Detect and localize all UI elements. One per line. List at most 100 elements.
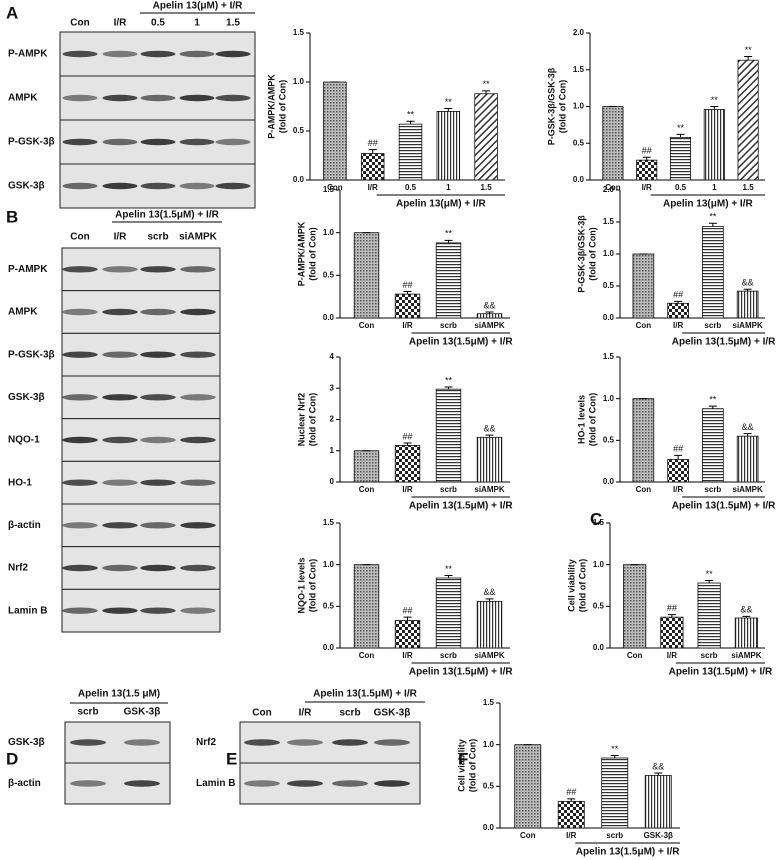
blot-band xyxy=(332,780,368,787)
group-label: Apelin 13(1.5μM) + I/R xyxy=(669,667,773,678)
lane-label: Con xyxy=(252,708,271,719)
bar xyxy=(623,564,647,649)
x-tick-label: Con xyxy=(636,321,652,330)
significance-label: ## xyxy=(642,146,652,156)
blot-band xyxy=(215,94,251,102)
y-tick-label: 1.0 xyxy=(323,560,335,569)
x-tick-label: I/R xyxy=(566,831,576,840)
blot-band xyxy=(180,351,216,358)
x-tick-label: GSK-3β xyxy=(644,831,673,840)
panel-label: B xyxy=(6,207,18,226)
y-tick-label: 1.0 xyxy=(573,102,585,111)
blot-band xyxy=(70,739,106,746)
blot-band xyxy=(215,50,251,58)
error-bar xyxy=(444,239,453,243)
blot-band xyxy=(180,436,216,444)
x-tick-label: I/R xyxy=(368,183,378,192)
x-tick-label: 1 xyxy=(446,183,451,192)
error-bar xyxy=(485,311,494,314)
blot-band xyxy=(102,94,138,102)
significance-label: && xyxy=(483,587,495,597)
blot-band xyxy=(140,479,176,486)
error-bar xyxy=(708,222,717,227)
y-axis-label: P-GSK-3β/GSK-3β xyxy=(576,215,586,293)
bar xyxy=(636,159,658,181)
y-axis-label: (fold of Con) xyxy=(307,393,317,446)
blot-band xyxy=(374,739,410,746)
x-tick-label: Con xyxy=(359,485,375,494)
bar xyxy=(353,450,380,483)
error-bar xyxy=(368,149,377,154)
error-bar xyxy=(403,616,412,621)
x-tick-label: Con xyxy=(359,651,375,660)
y-tick-label: 0.0 xyxy=(573,175,585,184)
blot-band xyxy=(180,479,216,486)
significance-label: && xyxy=(742,422,754,432)
x-tick-label: Con xyxy=(359,321,375,330)
significance-label: ** xyxy=(445,97,453,107)
error-bar xyxy=(444,386,453,390)
y-tick-label: 1.5 xyxy=(573,65,585,74)
x-tick-label: I/R xyxy=(402,321,412,330)
y-tick-label: 1.0 xyxy=(293,77,305,86)
y-tick-label: 0.0 xyxy=(603,477,615,486)
y-tick-label: 0.0 xyxy=(603,313,615,322)
blot-band xyxy=(140,308,176,316)
blot-band xyxy=(62,266,98,273)
lane-label: GSK-3β xyxy=(374,708,411,719)
y-tick-label: 2 xyxy=(330,415,335,424)
x-tick-label: 0.5 xyxy=(675,183,687,192)
y-tick-label: 0.0 xyxy=(323,643,335,652)
y-tick-label: 0.0 xyxy=(593,643,605,652)
y-tick-label: 1.0 xyxy=(323,228,335,237)
y-axis-label: (fold of Con) xyxy=(577,559,587,612)
x-tick-label: Con xyxy=(327,183,343,192)
blot-header: Apelin 13(1.5μM) + I/R xyxy=(115,210,219,221)
row-label: AMPK xyxy=(8,93,38,104)
blot-band xyxy=(62,564,98,572)
blot-band xyxy=(140,266,176,273)
significance-label: ## xyxy=(673,290,683,300)
significance-label: ** xyxy=(445,564,453,574)
bar xyxy=(703,109,725,181)
bar xyxy=(632,398,655,483)
group-label: Apelin 13(1.5μM) + I/R xyxy=(672,501,776,512)
group-label: Apelin 13(1.5μM) + I/R xyxy=(672,337,776,348)
lane-label: I/R xyxy=(114,18,128,29)
y-axis-label: P-GSK-3β/GSK-3β xyxy=(546,67,556,145)
blot-band xyxy=(102,266,138,273)
row-label: P-AMPK xyxy=(8,264,48,275)
blot-band xyxy=(180,266,216,273)
blot-band xyxy=(140,436,176,444)
significance-label: ** xyxy=(407,110,415,120)
y-tick-label: 1.0 xyxy=(483,740,495,749)
bar xyxy=(436,111,461,181)
blot-band xyxy=(179,138,215,146)
bar xyxy=(602,106,624,181)
error-bar xyxy=(485,434,494,438)
row-label: β-actin xyxy=(8,778,41,789)
y-tick-label: 3 xyxy=(330,383,335,392)
panel-label: F xyxy=(458,749,468,768)
x-tick-label: Con xyxy=(520,831,536,840)
significance-label: ## xyxy=(368,138,378,148)
y-axis-label: (fold of Con) xyxy=(557,80,567,133)
y-axis-label: Nuclear Nrf2 xyxy=(296,393,306,447)
y-axis-label: (fold of Con) xyxy=(307,559,317,612)
y-tick-label: 2.0 xyxy=(573,28,585,37)
x-tick-label: Con xyxy=(636,485,652,494)
blot-band xyxy=(70,780,106,787)
blot-header: Apelin 13(1.5μM) + I/R xyxy=(313,689,417,700)
blot-band xyxy=(62,308,98,316)
significance-label: ** xyxy=(611,744,619,754)
blot-band xyxy=(102,308,138,316)
bar xyxy=(360,153,385,181)
blot-band xyxy=(62,138,98,146)
bar xyxy=(476,436,503,483)
significance-label: && xyxy=(742,278,754,288)
y-tick-label: 4 xyxy=(330,352,335,361)
bar xyxy=(667,459,689,483)
y-axis-label: (fold of Con) xyxy=(587,227,597,280)
y-tick-label: 0.5 xyxy=(293,126,305,135)
y-tick-label: 1.5 xyxy=(483,698,495,707)
